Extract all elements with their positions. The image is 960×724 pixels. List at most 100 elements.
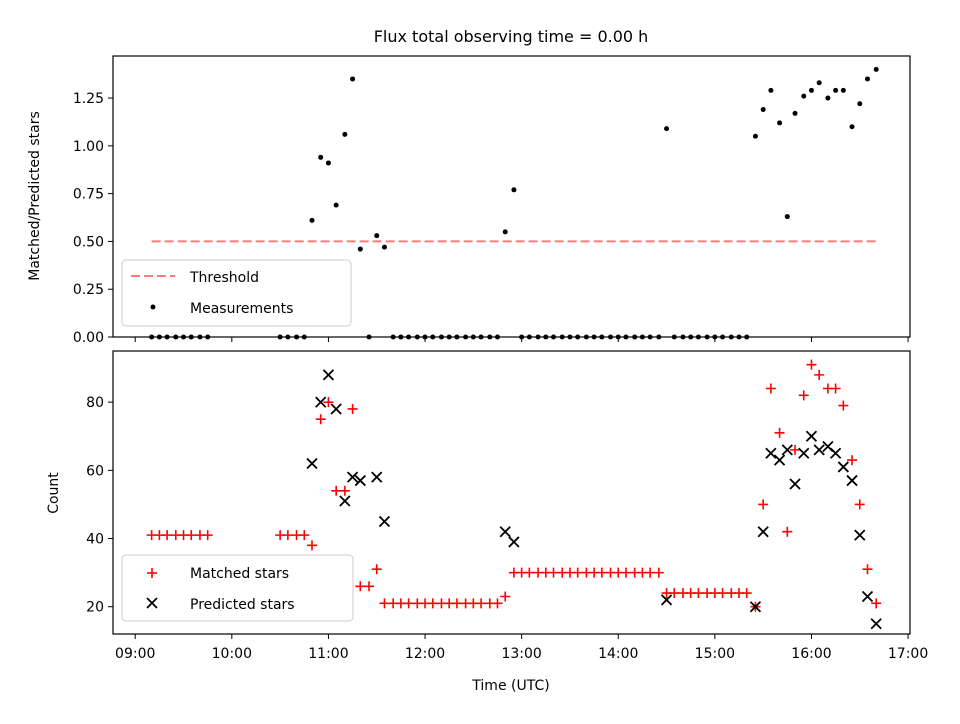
matched-stars-point [355,581,366,592]
matched-stars-point [653,567,664,578]
ratio-y-tick-label: 0.50 [73,234,104,250]
ratio-panel: Flux total observing time = 0.00 h Match… [27,27,911,346]
x-tick-label: 09:00 [115,646,155,662]
predicted-stars-point [829,447,842,459]
measurement-point [808,87,814,93]
measurement-point [350,76,356,82]
matched-stars-point [403,598,414,609]
matched-stars-point [871,598,882,609]
matched-stars-point [862,564,873,575]
measurement-point [768,87,774,93]
matched-stars-point [331,485,342,496]
ratio-legend: Threshold Measurements [121,259,352,327]
count-y-tick-label: 60 [86,463,104,479]
matched-stars-point [717,588,728,599]
predicted-stars-point [789,478,801,490]
measurement-point [760,107,766,113]
measurement-point [374,233,380,239]
measurement-point [318,154,324,160]
predicted-stars-point [846,474,858,487]
matched-stars-point [500,591,511,602]
predicted-stars-point [798,447,810,459]
matched-stars-point [364,581,375,592]
predicted-stars-point [757,526,769,538]
measurement-point [833,87,839,93]
x-tick-label: 14:00 [598,646,638,662]
matched-stars-point [162,530,173,541]
matched-stars-point [854,499,865,510]
measurement-point [816,80,822,86]
predicted-stars-point [346,471,359,483]
matched-stars-point [847,455,858,466]
measurement-point [857,101,863,107]
matched-stars-point [282,530,293,541]
measurement-point [502,229,508,235]
x-tick-label: 10:00 [212,646,252,662]
ratio-y-axis-label: Matched/Predicted stars [27,111,43,281]
matched-stars-point [339,485,350,496]
predicted-stars-point [813,444,825,456]
matched-stars-point [492,598,503,609]
predicted-stars-point [339,495,351,507]
ratio-y-tick-label: 0.25 [73,282,104,298]
matched-stars-point [379,598,390,609]
matched-stars-point [782,526,793,537]
matched-stars-point [315,414,326,425]
x-tick-label: 12:00 [405,646,445,662]
matched-stars-point [838,400,849,411]
measurement-point [840,87,846,93]
measurement-point [325,160,331,166]
matched-stars-point [774,427,785,438]
matched-stars-point [814,369,825,380]
matched-stars-point [806,359,817,370]
measurement-point [664,126,670,132]
matched-stars-point [307,540,318,551]
matched-stars-point [572,567,583,578]
matched-stars-point [620,567,631,578]
ratio-y-tick-label: 0.00 [73,330,104,346]
measurement-point [784,214,790,220]
measurement-point [792,110,798,116]
predicted-stars-point [354,474,366,487]
predicted-stars-point [322,369,335,381]
measurement-point [333,202,339,208]
count-panel: Count Time (UTC) 20 40 60 80 09:00 10:00 11:00… [46,350,928,694]
matched-stars-point [476,598,487,609]
predicted-stars-point [508,536,520,548]
ratio-y-tick-label: 0.75 [73,187,104,203]
ratio-legend-box [121,259,352,327]
measurement-point [864,76,870,82]
predicted-stars-point [837,461,849,473]
predicted-stars-point [306,457,318,470]
measurement-point [381,244,387,250]
ratio-y-tick-label: 1.25 [73,91,104,107]
matched-stars-point [347,403,358,414]
matched-stars-point [371,564,382,575]
matched-stars-point [323,397,334,408]
matched-stars-point [798,390,809,401]
matched-stars-point [202,530,213,541]
predicted-stars-point [749,601,762,613]
legend-matched-swatch [147,568,157,578]
predicted-stars-point [870,618,882,630]
matched-stars-point [758,499,769,510]
chart-title: Flux total observing time = 0.00 h [374,27,649,46]
measurement-point [357,246,363,252]
ratio-plot-frame [112,55,911,338]
legend-predicted-label: Predicted stars [190,597,295,613]
legend-threshold-label: Threshold [189,270,259,286]
measurement-point [849,124,855,130]
matched-stars-point [451,598,462,609]
matched-stars-point [790,444,801,455]
ratio-y-tick-label: 1.00 [73,139,104,155]
predicted-stars-point [371,471,383,483]
measurement-point [873,66,879,72]
x-tick-label: 16:00 [791,646,831,662]
matched-stars-point [427,598,438,609]
legend-measurements-label: Measurements [190,301,293,317]
predicted-stars-point [315,396,327,408]
count-y-tick-label: 20 [86,600,104,616]
predicted-stars-point [378,515,391,528]
measurement-point [801,93,807,99]
matched-stars-point [765,383,776,394]
